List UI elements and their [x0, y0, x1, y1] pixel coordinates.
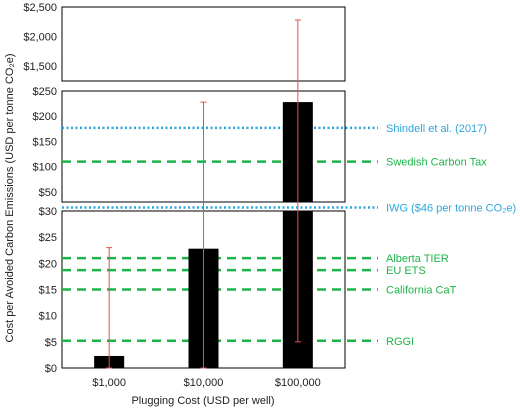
- reference-lines: [62, 126, 378, 343]
- y-tick-label: $2,500: [23, 2, 57, 14]
- y-tick-labels: $1,500 $2,000 $2,500 $50 $100 $150 $200 $250 $0 $…: [23, 2, 57, 375]
- x-tick-label: $1,000: [92, 377, 126, 389]
- reference-label: IWG ($46 per tonne CO₂e): [386, 203, 516, 215]
- reference-label: Swedish Carbon Tax: [386, 157, 487, 169]
- y-tick-label: $200: [33, 111, 57, 123]
- x-axis-title: Plugging Cost (USD per well): [131, 395, 274, 407]
- y-tick-label: $20: [39, 258, 57, 270]
- reference-labels: Shindell et al. (2017) Swedish Carbon Tax…: [386, 123, 516, 348]
- y-tick-label: $1,500: [23, 61, 57, 73]
- error-bars: [106, 19, 301, 369]
- y-tick-label: $5: [45, 337, 57, 349]
- y-tick-label: $30: [39, 206, 57, 218]
- reference-label: RGGI: [386, 336, 414, 348]
- reference-label: Alberta TIER: [386, 253, 449, 265]
- panel-frame-upper: [61, 6, 346, 82]
- y-tick-label: $250: [33, 86, 57, 98]
- y-tick-label: $0: [45, 363, 57, 375]
- y-tick-label: $25: [39, 232, 57, 244]
- reference-label: Shindell et al. (2017): [386, 123, 487, 135]
- y-tick-label: $100: [33, 162, 57, 174]
- reference-label: California CaT: [386, 285, 457, 297]
- y-tick-label: $50: [39, 187, 57, 199]
- x-tick-label: $10,000: [184, 377, 224, 389]
- reference-label: EU ETS: [386, 265, 426, 277]
- y-axis-title: Cost per Avoided Carbon Emissions (USD p…: [4, 54, 16, 343]
- y-tick-label: $150: [33, 136, 57, 148]
- x-tick-label: $100,000: [275, 377, 321, 389]
- y-tick-label: $2,000: [23, 32, 57, 44]
- x-tick-labels: $1,000 $10,000 $100,000: [92, 377, 320, 389]
- y-tick-label: $10: [39, 311, 57, 323]
- y-tick-label: $15: [39, 285, 57, 297]
